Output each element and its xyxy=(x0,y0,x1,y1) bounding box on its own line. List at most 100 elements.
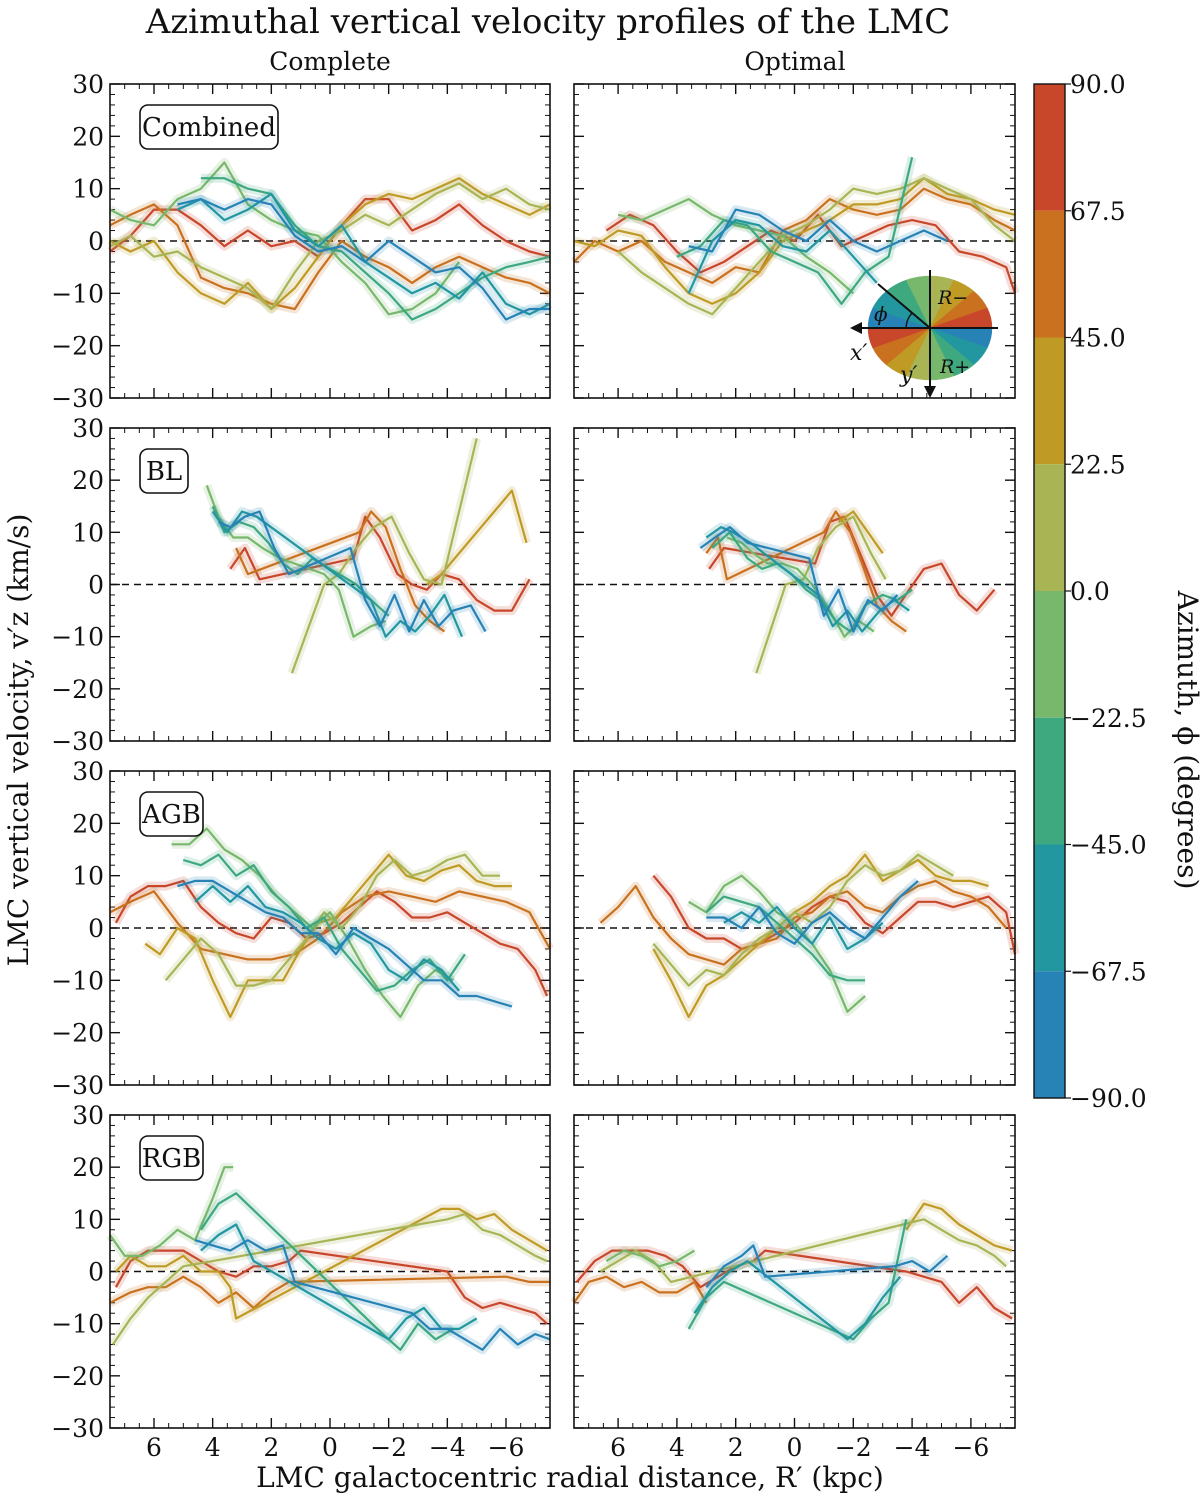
y-tick-label: 30 xyxy=(72,70,104,99)
series-line-phi-78.75 xyxy=(652,874,1017,955)
y-tick-label: −30 xyxy=(51,384,104,413)
x-tick-label: −6 xyxy=(952,1433,989,1462)
panel-combined-complete: 30 20 10 0 −10 −20 −30 Combined xyxy=(51,70,553,413)
inset-label-phi: ϕ xyxy=(874,302,888,326)
series-line-phi--11.25 xyxy=(109,1166,234,1257)
y-tick-label: −10 xyxy=(51,1310,104,1339)
series-line-phi-11.25 xyxy=(290,438,478,674)
inset-label-x: x′ xyxy=(850,341,867,366)
y-tick-label: 30 xyxy=(72,414,104,443)
x-tick-label: 0 xyxy=(322,1433,338,1462)
y-tick-label: 20 xyxy=(72,1153,104,1182)
y-tick-label: 0 xyxy=(88,1258,104,1287)
series-line-phi-56.25 xyxy=(109,1275,550,1310)
series-line-phi--78.75 xyxy=(177,198,550,321)
colorbar-bin xyxy=(1034,717,1065,845)
series-line-phi-56.25 xyxy=(599,879,1008,966)
series-line-phi--11.25 xyxy=(617,198,855,295)
inset-phi-line xyxy=(877,283,931,329)
x-tick-label: 6 xyxy=(610,1433,626,1462)
x-tick-label: 2 xyxy=(263,1433,279,1462)
panel-frame xyxy=(109,83,551,399)
y-tick-label: 0 xyxy=(88,227,104,256)
row-label-combined: Combined xyxy=(142,113,276,143)
series-line-phi-11.25 xyxy=(164,853,501,987)
y-tick-label: 10 xyxy=(72,1205,104,1234)
y-tick-label: −10 xyxy=(51,279,104,308)
series-line-phi-11.25 xyxy=(652,853,954,987)
series-line-phi--33.75 xyxy=(705,895,866,982)
colorbar-bin xyxy=(1034,844,1065,972)
series-line-phi--78.75 xyxy=(706,880,919,945)
series-line-phi-33.75 xyxy=(144,853,512,1019)
y-tick-label: −30 xyxy=(51,1414,104,1443)
panel-frame xyxy=(573,1114,1016,1429)
colorbar-tick-label: 45.0 xyxy=(1070,324,1126,353)
series-line-phi-33.75 xyxy=(905,1202,1013,1252)
series-line-phi--56.25 xyxy=(200,1223,478,1341)
x-tick-label: −4 xyxy=(894,1433,931,1462)
panel-bl-complete: 30 20 10 0 −10 −20 −30 BL xyxy=(51,414,551,756)
x-tick-label: 6 xyxy=(146,1433,162,1462)
panel-frame xyxy=(109,770,551,1086)
row-label-bl: BL xyxy=(146,457,182,487)
series-line-phi--33.75 xyxy=(199,1192,454,1351)
series-line-phi--11.25 xyxy=(688,874,866,1013)
x-tick-label: −6 xyxy=(488,1433,525,1462)
colorbar-bin xyxy=(1034,210,1065,338)
series-line-phi-78.75 xyxy=(708,515,996,617)
series-line-phi-56.25 xyxy=(573,187,1016,284)
series-line-phi-11.25 xyxy=(111,1213,548,1346)
chart-title: Azimuthal vertical velocity profiles of … xyxy=(145,2,951,42)
colorbar-bin xyxy=(1034,337,1065,465)
y-tick-label: 20 xyxy=(72,122,104,151)
series-line-phi-56.25 xyxy=(109,203,551,311)
y-tick-label: 20 xyxy=(72,466,104,495)
y-tick-label: 10 xyxy=(72,518,104,547)
y-tick-label: −10 xyxy=(51,623,104,652)
series-line-phi--78.75 xyxy=(194,1239,551,1351)
inset-label-r-minus: R− xyxy=(937,287,968,309)
series-line-phi--33.75 xyxy=(200,177,551,321)
series-line-phi-33.75 xyxy=(426,489,528,586)
azimuth-inset-diagram: R− R+ ϕ x′ y′ xyxy=(850,270,998,398)
series-line-phi--11.25 xyxy=(205,485,387,638)
panel-frame xyxy=(109,427,551,742)
row-label-box xyxy=(139,104,279,150)
row-label-box xyxy=(139,791,204,837)
y-tick-label: −30 xyxy=(51,727,104,756)
y-tick-label: −20 xyxy=(51,1019,104,1048)
panels-group: 3020100−10−20−30Combined3020100−10−20−30… xyxy=(51,70,1020,1462)
x-tick-label: −2 xyxy=(370,1433,407,1462)
series-line-phi-78.75 xyxy=(114,879,549,997)
panel-agb-complete: 30 20 10 0 −10 −20 −30 AGB xyxy=(51,757,554,1100)
x-tick-label: 0 xyxy=(787,1433,803,1462)
series-line-phi--78.75 xyxy=(688,208,948,253)
y-tick-label: 0 xyxy=(88,914,104,943)
inset-y-arrowhead xyxy=(924,386,936,398)
row-label-agb: AGB xyxy=(141,800,201,830)
series-line-phi-56.25 xyxy=(109,890,551,961)
colorbar-tick-label: 22.5 xyxy=(1070,450,1126,479)
x-tick-label: 4 xyxy=(205,1433,221,1462)
series-line-phi-11.25 xyxy=(617,177,1016,316)
colorbar-label: Azimuth, ϕ (degrees) xyxy=(1171,590,1200,890)
inset-phi-arc xyxy=(905,312,913,329)
series-line-phi-33.75 xyxy=(115,1207,548,1320)
x-axis-label: LMC galactocentric radial distance, R′ (… xyxy=(256,1461,884,1494)
row-label-box xyxy=(139,448,189,494)
column-title-complete: Complete xyxy=(269,47,391,76)
series-line-phi-78.75 xyxy=(114,1249,548,1325)
y-tick-label: 10 xyxy=(72,175,104,204)
y-tick-label: −30 xyxy=(51,1071,104,1100)
colorbar-tick-label: −22.5 xyxy=(1070,704,1147,733)
panel-agb-optimal xyxy=(573,770,1020,1086)
colorbar-tick-label: 0.0 xyxy=(1070,577,1110,606)
panel-rgb-optimal: 6 4 2 0 −2 −4 −6 xyxy=(570,1114,1016,1462)
y-tick-label: 0 xyxy=(88,571,104,600)
y-tick-label: −10 xyxy=(51,966,104,995)
colorbar-bin xyxy=(1034,84,1065,211)
series-line-phi--33.75 xyxy=(711,531,913,633)
